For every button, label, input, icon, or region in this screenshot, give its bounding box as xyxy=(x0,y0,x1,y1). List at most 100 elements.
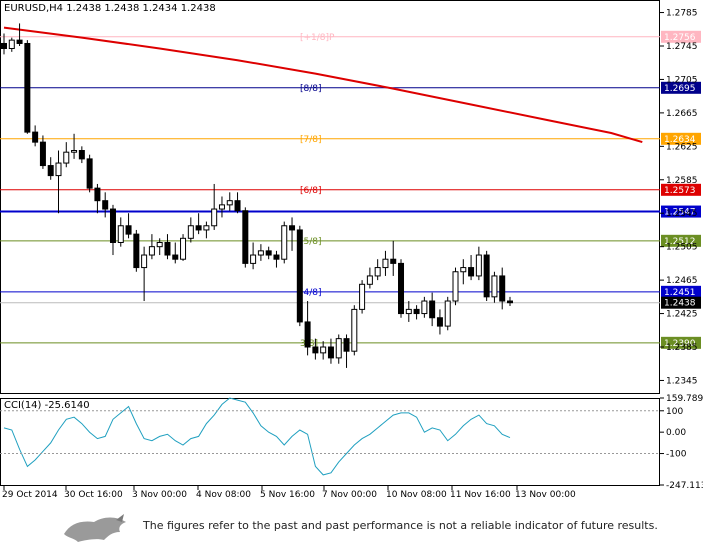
candle-body xyxy=(483,254,490,298)
cci-panel-border xyxy=(0,398,660,486)
candle-body xyxy=(273,254,280,260)
candle-body xyxy=(452,271,459,302)
candle-body xyxy=(250,254,257,264)
price-tick-label: 1.2385 xyxy=(666,343,698,353)
moving-average xyxy=(3,26,643,144)
candle xyxy=(413,305,420,320)
candle xyxy=(172,242,179,264)
candle-body xyxy=(296,229,303,323)
candle xyxy=(320,341,327,360)
candle-body xyxy=(24,42,31,133)
candle xyxy=(94,183,101,214)
candle xyxy=(71,133,78,159)
candle xyxy=(390,240,397,276)
candle xyxy=(327,338,334,364)
candle-body xyxy=(234,200,241,212)
murray-levels: [+1/8]P 1.2756 [8/8] 1.2695 [7/8] 1.2634 [6/8]… xyxy=(0,30,701,349)
candle xyxy=(234,192,241,214)
cci-tick-label: -247.113 xyxy=(666,481,703,491)
price-level-tag xyxy=(661,81,701,94)
price-level-tag-label: 1.2547 xyxy=(664,208,696,218)
candle xyxy=(24,40,31,134)
candle xyxy=(273,250,280,268)
candle xyxy=(491,271,498,303)
price-level-tag xyxy=(661,183,701,196)
candle xyxy=(78,146,85,164)
time-tick-label: 10 Nov 08:00 xyxy=(386,490,447,500)
murray-level-label: [5/8] xyxy=(300,237,322,247)
cci-tick-label: 100 xyxy=(666,407,683,417)
candle-body xyxy=(421,300,428,315)
candle-body xyxy=(382,258,389,269)
candle-body xyxy=(257,250,264,256)
candle-body xyxy=(265,250,272,256)
candle-body xyxy=(343,338,350,352)
candle xyxy=(398,259,405,318)
price-tick-label: 1.2425 xyxy=(666,310,698,320)
candle xyxy=(195,213,202,235)
candle xyxy=(257,244,264,261)
price-tick-label: 1.2345 xyxy=(666,376,698,386)
candle-body xyxy=(335,338,342,359)
murray-level-label: [4/8] xyxy=(300,288,322,298)
candle-body xyxy=(47,165,54,177)
candle-body xyxy=(327,346,334,359)
candle-body xyxy=(94,187,101,202)
price-tick-label: 1.2665 xyxy=(666,109,698,119)
time-tick-label: 4 Nov 08:00 xyxy=(196,490,251,500)
candle-body xyxy=(180,237,187,260)
time-axis: 29 Oct 2014 30 Oct 16:00 3 Nov 00:00 4 Nov … xyxy=(2,486,576,500)
candle xyxy=(359,280,366,314)
price-level-tag-label: 1.2756 xyxy=(664,33,696,43)
candle-body xyxy=(398,262,405,315)
price-tick-label: 1.2505 xyxy=(666,243,698,253)
candle xyxy=(141,246,148,302)
price-level-tag xyxy=(661,285,701,298)
candle-body xyxy=(359,283,366,310)
candle xyxy=(63,142,70,168)
price-panel-border xyxy=(0,0,660,394)
candle xyxy=(180,234,187,261)
candle-body xyxy=(133,233,140,269)
candle-body xyxy=(71,150,78,153)
murray-level-label: [6/8] xyxy=(300,186,322,196)
price-level-tag-label: 1.2451 xyxy=(664,288,696,298)
candle xyxy=(468,255,475,281)
candle xyxy=(164,234,171,260)
candle-body xyxy=(242,210,249,264)
cci-tick-label: -100 xyxy=(666,450,687,460)
price-tick-label: 1.2625 xyxy=(666,142,698,152)
candle xyxy=(296,225,303,327)
candle xyxy=(382,250,389,276)
price-level-tag xyxy=(661,132,701,145)
candle xyxy=(102,192,109,218)
candle xyxy=(436,309,443,335)
candle-body xyxy=(507,300,513,304)
main-price-panel xyxy=(0,0,660,394)
candle-body xyxy=(156,241,163,248)
candle-body xyxy=(289,225,296,231)
price-tick-label: 1.2465 xyxy=(666,276,698,286)
candle xyxy=(218,196,225,218)
candle-body xyxy=(63,151,70,164)
price-axis: 1.27851.27451.27051.26651.26251.25851.25… xyxy=(660,9,698,386)
candle xyxy=(242,207,249,268)
current-price-tag xyxy=(661,296,701,309)
candle-body xyxy=(460,267,467,273)
candle-body xyxy=(187,225,194,239)
price-tick-label: 1.2705 xyxy=(666,75,698,85)
price-tick-label: 1.2745 xyxy=(666,42,698,52)
cci-line xyxy=(3,397,511,476)
candle xyxy=(429,292,436,327)
price-tick-label: 1.2785 xyxy=(666,9,698,19)
time-tick-label: 13 Nov 00:00 xyxy=(515,490,576,500)
murray-level-label: [+1/8]P xyxy=(300,33,335,43)
candle-body xyxy=(102,200,109,210)
price-level-tag-label: 1.2573 xyxy=(664,186,696,196)
candle-body xyxy=(374,267,381,277)
candle-body xyxy=(78,150,85,160)
candle-body xyxy=(429,300,436,319)
cci-panel xyxy=(0,398,660,486)
